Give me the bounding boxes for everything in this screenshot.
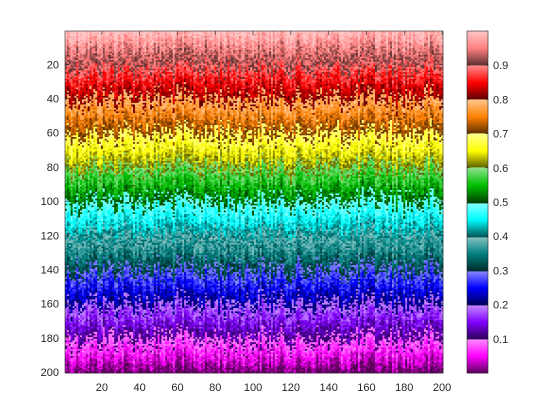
plot-area xyxy=(65,31,443,373)
